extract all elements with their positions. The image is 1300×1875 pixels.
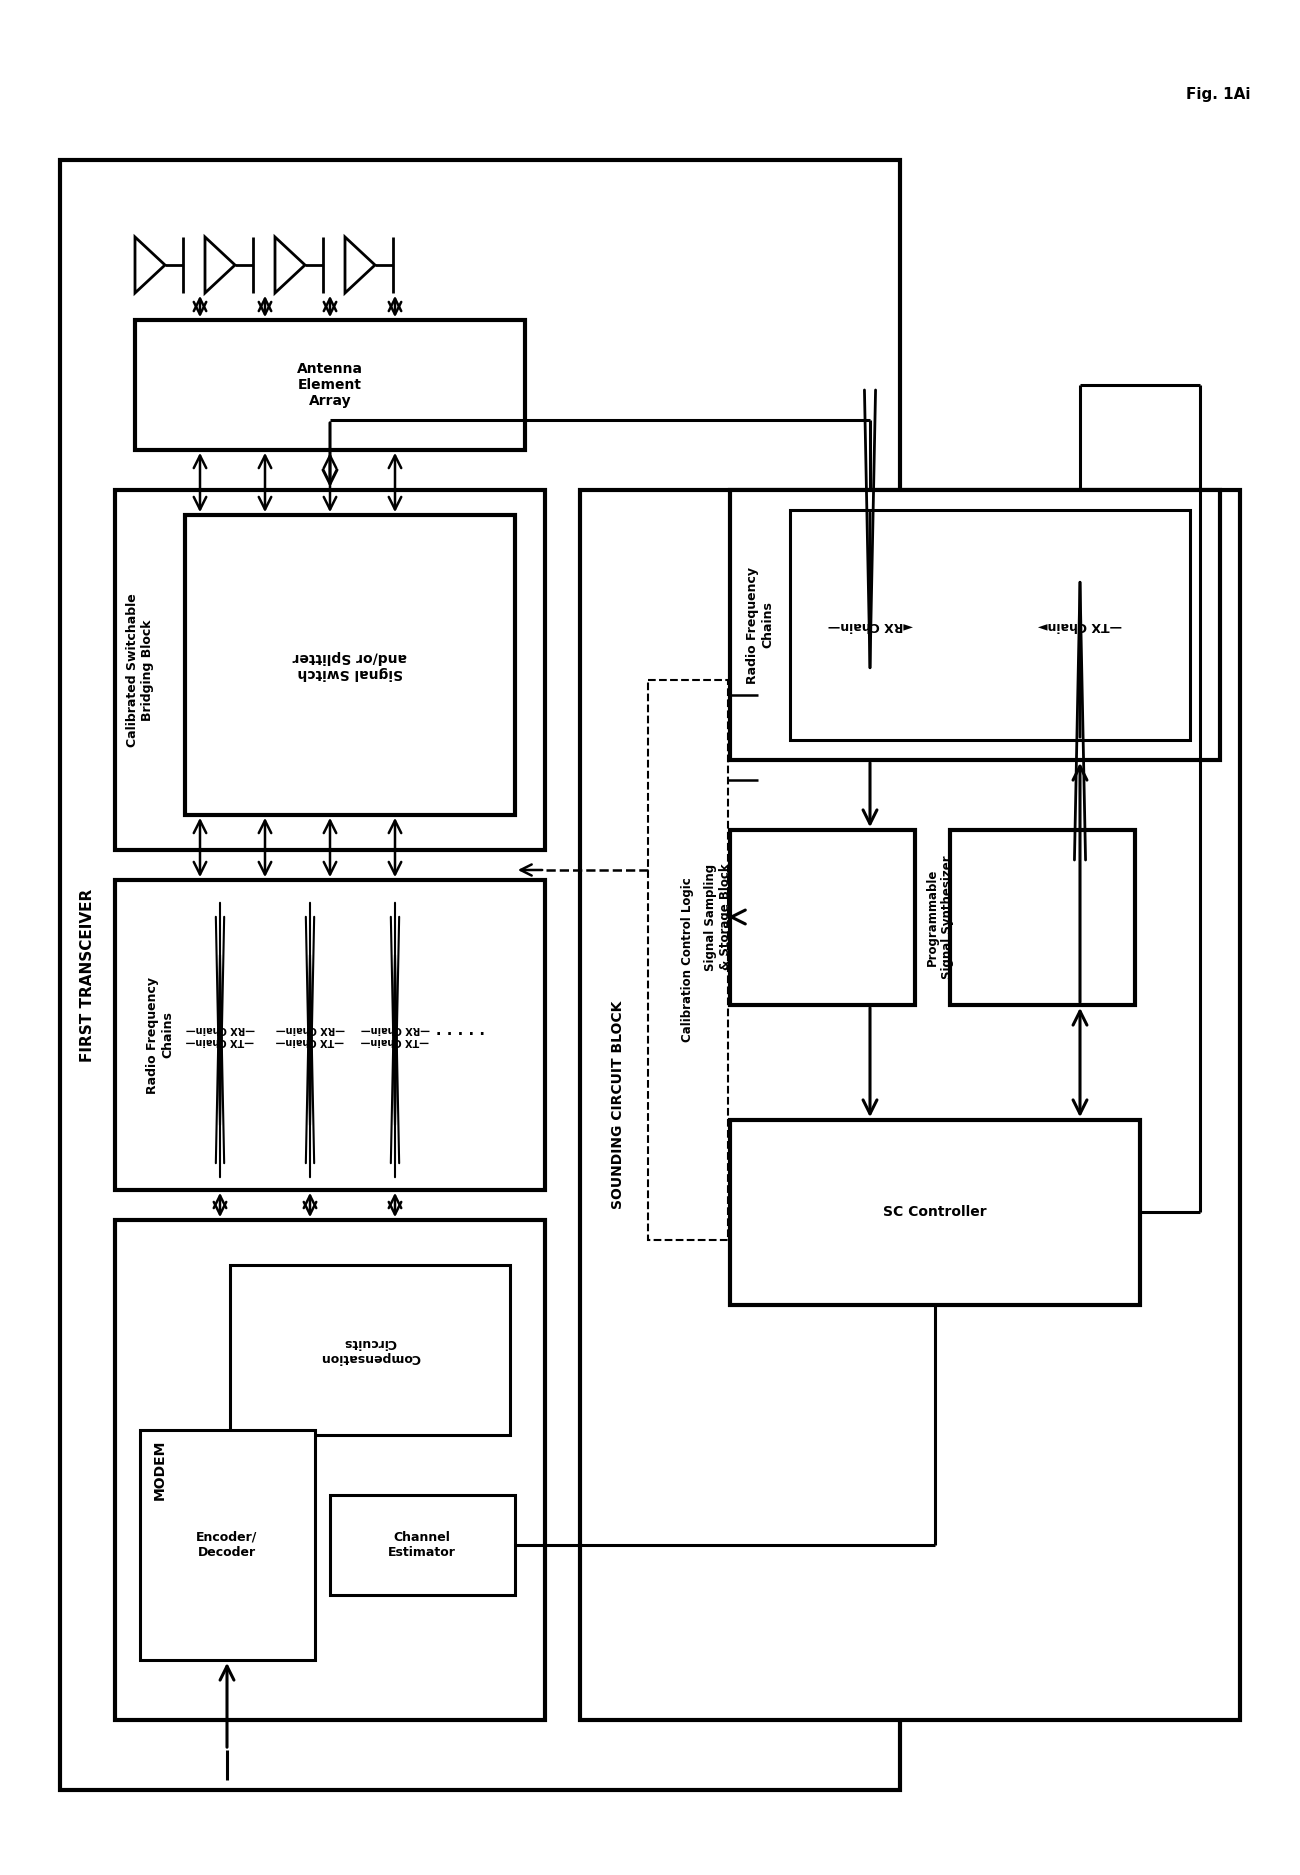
Text: Programmable
Signal Synthesizer: Programmable Signal Synthesizer: [926, 855, 954, 979]
Bar: [731, 489, 1219, 759]
Text: Channel
Estimator: Channel Estimator: [389, 1532, 456, 1558]
Bar: [60, 159, 900, 1791]
Bar: [114, 879, 545, 1191]
Bar: [185, 516, 515, 816]
Text: FIRST TRANSCEIVER: FIRST TRANSCEIVER: [81, 889, 95, 1061]
Bar: [114, 1221, 545, 1719]
Text: Calibrated Switchable
Bridging Block: Calibrated Switchable Bridging Block: [126, 592, 153, 746]
Text: Signal Switch
and/or Splitter: Signal Switch and/or Splitter: [292, 651, 407, 681]
Text: Radio Frequency
Chains: Radio Frequency Chains: [146, 977, 174, 1093]
Bar: [731, 1119, 1140, 1305]
Text: Calibration Control Logic: Calibration Control Logic: [681, 878, 694, 1042]
Bar: [330, 1494, 515, 1596]
Text: Antenna
Element
Array: Antenna Element Array: [296, 362, 363, 409]
Bar: [230, 1266, 510, 1434]
Bar: [950, 831, 1135, 1005]
Bar: [647, 681, 728, 1239]
Bar: [580, 489, 1240, 1719]
Text: . . . . .: . . . . .: [436, 1028, 485, 1042]
Text: —TX Chain►: —TX Chain►: [1037, 619, 1122, 632]
Text: SOUNDING CIRCUIT BLOCK: SOUNDING CIRCUIT BLOCK: [611, 1001, 625, 1209]
Bar: [114, 489, 545, 849]
Text: MODEM: MODEM: [153, 1440, 166, 1500]
Text: SC Controller: SC Controller: [883, 1206, 987, 1219]
Text: Signal Sampling
& Storage Block: Signal Sampling & Storage Block: [705, 862, 732, 971]
Bar: [790, 510, 1190, 741]
Text: ◄RX Chain—: ◄RX Chain—: [827, 619, 913, 632]
Bar: [140, 1431, 315, 1659]
Bar: [731, 831, 915, 1005]
Text: —TX Chain—
—RX Chain—: —TX Chain— —RX Chain—: [276, 1024, 344, 1046]
Text: —TX Chain—
—RX Chain—: —TX Chain— —RX Chain—: [186, 1024, 255, 1046]
Text: Radio Frequency
Chains: Radio Frequency Chains: [746, 566, 774, 684]
Text: —TX Chain—
—RX Chain—: —TX Chain— —RX Chain—: [360, 1024, 429, 1046]
Text: Encoder/
Decoder: Encoder/ Decoder: [196, 1532, 257, 1558]
Text: Fig. 1Ai: Fig. 1Ai: [1186, 88, 1251, 103]
Bar: [135, 321, 525, 450]
Text: Compensation
Circuits: Compensation Circuits: [320, 1337, 420, 1363]
